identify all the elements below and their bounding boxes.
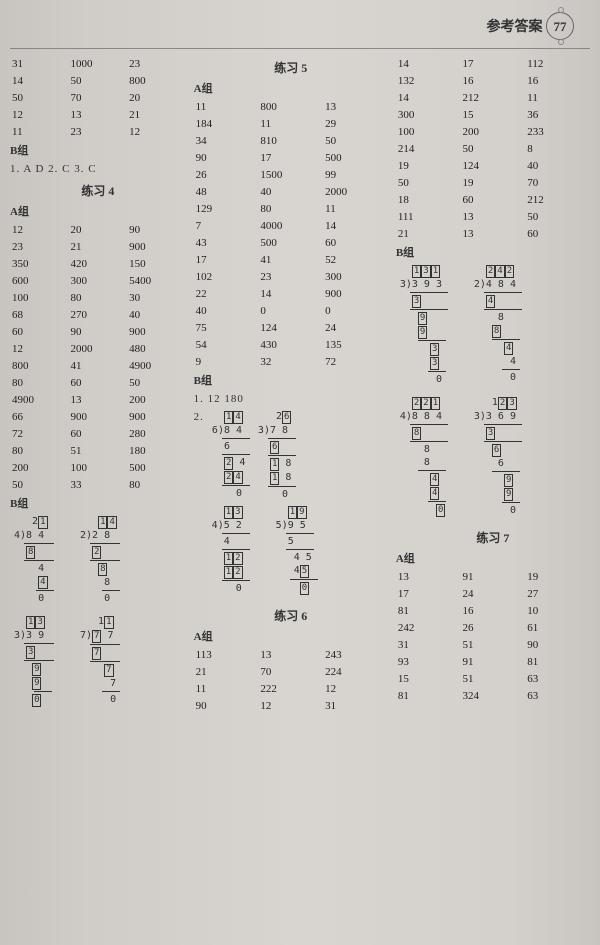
exercise-4-title: 练习 4: [10, 178, 186, 201]
column-2: 练习 5 A组 1180013 1841129 3481050 9017500 …: [194, 55, 388, 715]
long-division-10: 242 2)4 8 4 4 8 8 4 4 0: [474, 264, 522, 386]
page: 参考答案 77 31100023 1450800 507020 121321 1…: [0, 0, 600, 945]
ex5-b-label: B组: [194, 370, 388, 390]
division-pair-2: 13 3)3 9 3 9 9 0 11 7)7 7 7 7 7 0: [10, 613, 186, 709]
long-division-4: 11 7)7 7 7 7 7 0: [80, 615, 120, 707]
long-division-3: 13 3)3 9 3 9 9 0: [14, 615, 54, 707]
header-rule: [10, 48, 590, 49]
col1-b-answers: 1. A D 2. C 3. C: [10, 160, 186, 178]
long-division-9: 131 3)3 9 3 3 9 9 3 3 0: [400, 264, 448, 386]
ex6-b-label: B组: [396, 242, 590, 262]
col1-b-label: B组: [10, 140, 186, 160]
column-3: 1417112 1321616 1421211 3001536 10020023…: [396, 55, 590, 715]
col1-top-table: 31100023 1450800 507020 121321 112312: [10, 55, 186, 140]
ex4-a-table: 122090 2321900 350420150 6003005400 1008…: [10, 221, 186, 493]
division-pair-3: 13 4)5 2 4 12 12 0 19 5)9 5 5 4 5 45 0: [208, 503, 388, 597]
exercise-6-title: 练习 6: [194, 603, 388, 626]
long-division-8: 19 5)9 5 5 4 5 45 0: [276, 505, 318, 595]
long-division-2: 14 2)2 8 2 8 8 0: [80, 515, 120, 605]
ex5-b-2: 2.: [194, 408, 204, 426]
ex6-a-label: A组: [194, 626, 388, 646]
ex4-b-label: B组: [10, 493, 186, 513]
ex7-a-label: A组: [396, 548, 590, 568]
ex4-a-label: A组: [10, 201, 186, 221]
ex5-a-table: 1180013 1841129 3481050 9017500 26150099…: [194, 98, 388, 370]
ex6-a-table: 11313243 2170224 1122212 901231: [194, 646, 388, 714]
division-pair-5: 221 4)8 8 4 8 8 8 4 4 0 123 3)3 6 9 3 6 …: [396, 394, 590, 519]
columns: 31100023 1450800 507020 121321 112312 B组…: [10, 55, 590, 715]
col3-top-table: 1417112 1321616 1421211 3001536 10020023…: [396, 55, 590, 242]
exercise-7-title: 练习 7: [396, 525, 590, 548]
long-division-11: 221 4)8 8 4 8 8 8 4 4 0: [400, 396, 448, 517]
long-division-6: 26 3)7 8 6 1 8 1 8 0: [258, 410, 296, 501]
header-label: 参考答案: [487, 20, 543, 35]
long-division-5: 14 6)8 4 6 2 4 24 0: [212, 410, 250, 500]
division-pair-4: 131 3)3 9 3 3 9 9 3 3 0 242 2)4 8 4 4 8 …: [396, 262, 590, 388]
long-division-1: 21 4)8 4 8 4 4 0: [14, 515, 54, 605]
column-1: 31100023 1450800 507020 121321 112312 B组…: [10, 55, 186, 715]
long-division-7: 13 4)5 2 4 12 12 0: [212, 505, 250, 595]
ex7-a-table: 139119 172427 811610 2422661 315190 9391…: [396, 568, 590, 704]
long-division-12: 123 3)3 6 9 3 6 6 9 9 0: [474, 396, 522, 517]
page-header: 参考答案 77: [10, 8, 590, 44]
division-pair-1: 21 4)8 4 8 4 4 0 14 2)2 8 2 8 8 0: [10, 513, 186, 607]
ex5-a-label: A组: [194, 78, 388, 98]
ex5-b-1: 1. 12 180: [194, 390, 388, 408]
page-number: 77: [546, 12, 574, 40]
exercise-5-title: 练习 5: [194, 55, 388, 78]
